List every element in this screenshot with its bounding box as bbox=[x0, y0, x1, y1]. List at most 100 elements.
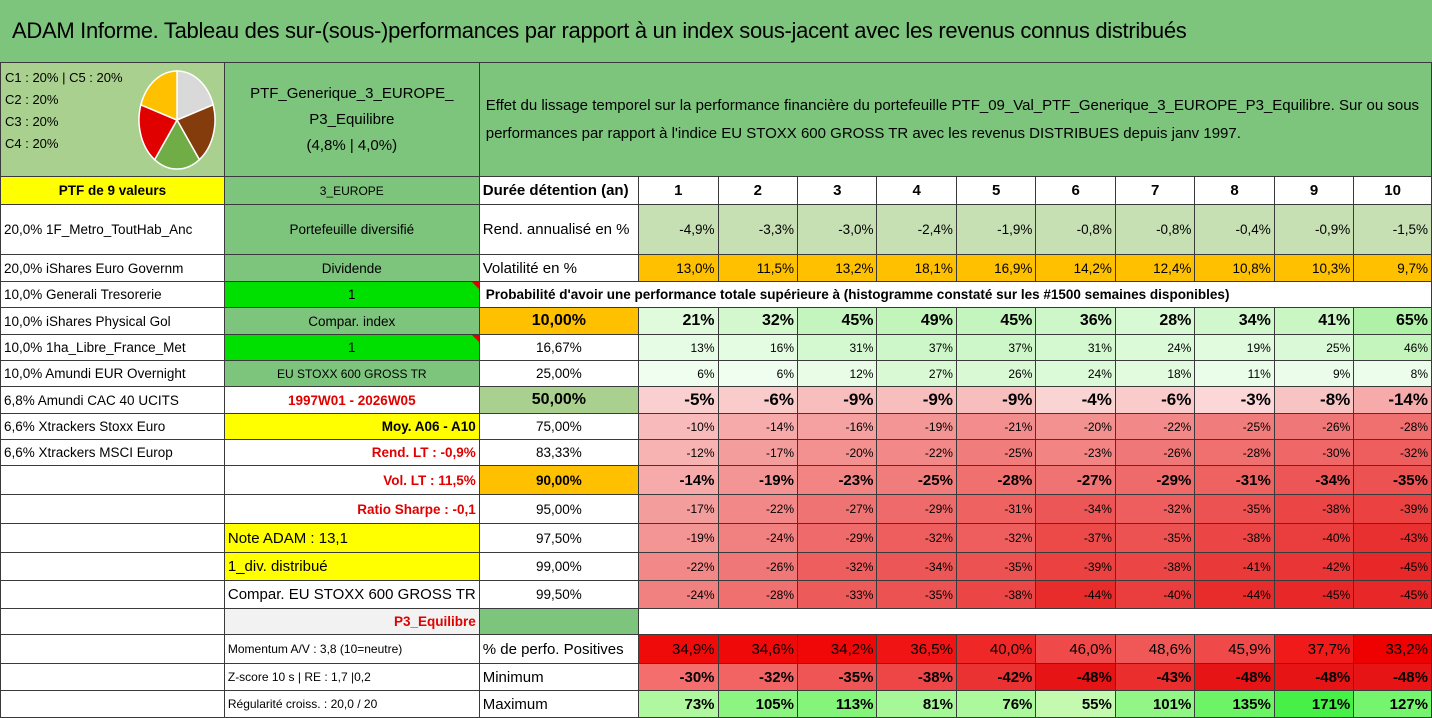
quantile-value: -14% bbox=[638, 465, 719, 495]
rend-6: -0,8% bbox=[1035, 204, 1116, 255]
quantile-value: 46% bbox=[1353, 334, 1432, 361]
max-9: 171% bbox=[1273, 690, 1355, 718]
vol-2: 11,5% bbox=[717, 254, 799, 282]
vol-1: 13,0% bbox=[638, 254, 719, 282]
quantile-label: 95,00% bbox=[478, 494, 640, 524]
quantile-label: 99,50% bbox=[478, 580, 640, 609]
year-1: 1 bbox=[638, 176, 719, 205]
compar-index-input[interactable]: 1 bbox=[223, 334, 480, 361]
quantile-value: -14% bbox=[717, 413, 799, 440]
quantile-value: -26% bbox=[1114, 439, 1196, 466]
compar-index-label: Compar. index bbox=[223, 307, 480, 335]
quantile-value: -40% bbox=[1273, 523, 1355, 553]
quantile-value: -23% bbox=[1035, 439, 1116, 466]
quantile-value: -34% bbox=[1273, 465, 1355, 495]
min-4: -38% bbox=[876, 663, 957, 691]
empty-cell bbox=[0, 634, 225, 664]
quantile-value: -33% bbox=[796, 580, 878, 609]
vol-label: Volatilité en % bbox=[478, 254, 640, 282]
quantile-value: 6% bbox=[638, 360, 719, 387]
holding-6: 10,0% Amundi EUR Overnight bbox=[0, 360, 225, 387]
empty-cell bbox=[0, 465, 225, 495]
rend-label: Rend. annualisé en % bbox=[478, 204, 640, 255]
empty-cell bbox=[0, 663, 225, 691]
year-4: 4 bbox=[876, 176, 957, 205]
quantile-value: -41% bbox=[1194, 552, 1275, 581]
quantile-value: -38% bbox=[955, 580, 1037, 609]
max-4: 81% bbox=[876, 690, 957, 718]
holding-1: 20,0% 1F_Metro_ToutHab_Anc bbox=[0, 204, 225, 255]
performance-grid: C1 : 20% | C5 : 20% C2 : 20% C3 : 20% C4… bbox=[0, 62, 1432, 718]
pie-slice bbox=[176, 70, 215, 122]
quantile-value: -29% bbox=[796, 523, 878, 553]
quantile-value: -35% bbox=[955, 552, 1037, 581]
quantile-value: -9% bbox=[876, 386, 957, 414]
quantile-label: 83,33% bbox=[478, 439, 640, 466]
legend-line-2: C2 : 20% bbox=[5, 92, 59, 107]
pos-1: 34,9% bbox=[638, 634, 719, 664]
quantile-value: -26% bbox=[717, 552, 799, 581]
rend-3: -3,0% bbox=[796, 204, 878, 255]
quantile-value: 19% bbox=[1194, 334, 1275, 361]
quantile-value: -20% bbox=[1035, 413, 1116, 440]
max-2: 105% bbox=[717, 690, 799, 718]
quantile-value: -42% bbox=[1273, 552, 1355, 581]
quantile-value: -38% bbox=[1194, 523, 1275, 553]
min-2: -32% bbox=[717, 663, 799, 691]
quantile-value: 24% bbox=[1035, 360, 1116, 387]
rend-lt: Rend. LT : -0,9% bbox=[223, 439, 480, 466]
empty-cell bbox=[0, 523, 225, 553]
holding-7: 6,8% Amundi CAC 40 UCITS bbox=[0, 386, 225, 414]
quantile-value: -16% bbox=[796, 413, 878, 440]
year-10: 10 bbox=[1353, 176, 1432, 205]
min-10: -48% bbox=[1353, 663, 1432, 691]
quantile-value: -39% bbox=[1035, 552, 1116, 581]
moy-label: Moy. A06 - A10 bbox=[223, 413, 480, 440]
dividend-input[interactable]: 1 bbox=[223, 281, 480, 308]
quantile-value: 45% bbox=[796, 307, 878, 335]
quantile-value: -19% bbox=[717, 465, 799, 495]
quantile-value: -22% bbox=[1114, 413, 1196, 440]
quantile-value: 25% bbox=[1273, 334, 1355, 361]
momentum: Momentum A/V : 3,8 (10=neutre) bbox=[223, 634, 480, 664]
quantile-value: -17% bbox=[717, 439, 799, 466]
quantile-label: 16,67% bbox=[478, 334, 640, 361]
quantile-value: -45% bbox=[1353, 580, 1432, 609]
quantile-value: -35% bbox=[876, 580, 957, 609]
quantile-value: -35% bbox=[1114, 523, 1196, 553]
quantile-value: 24% bbox=[1114, 334, 1196, 361]
index-name: EU STOXX 600 GROSS TR bbox=[223, 360, 480, 387]
quantile-label: 50,00% bbox=[478, 386, 640, 414]
quantile-label: 10,00% bbox=[478, 307, 640, 335]
pie-slice bbox=[139, 70, 178, 122]
quantile-value: -32% bbox=[1114, 494, 1196, 524]
empty-cell bbox=[0, 580, 225, 609]
quantile-value: -9% bbox=[955, 386, 1037, 414]
quantile-value: -12% bbox=[638, 439, 719, 466]
pos-10: 33,2% bbox=[1353, 634, 1432, 664]
empty-cell bbox=[0, 608, 225, 635]
holding-2: 20,0% iShares Euro Governm bbox=[0, 254, 225, 282]
holding-8: 6,6% Xtrackers Stoxx Euro bbox=[0, 413, 225, 440]
pie-slice bbox=[175, 103, 216, 161]
regularite: Régularité croiss. : 20,0 / 20 bbox=[223, 690, 480, 718]
quantile-value: -44% bbox=[1035, 580, 1116, 609]
duration-label: Durée détention (an) bbox=[478, 176, 640, 205]
quantile-value: -35% bbox=[1353, 465, 1432, 495]
quantile-value: 11% bbox=[1194, 360, 1275, 387]
quantile-value: -28% bbox=[717, 580, 799, 609]
rend-5: -1,9% bbox=[955, 204, 1037, 255]
rend-1: -4,9% bbox=[638, 204, 719, 255]
quantile-label: 75,00% bbox=[478, 413, 640, 440]
pos-8: 45,9% bbox=[1194, 634, 1275, 664]
min-7: -43% bbox=[1114, 663, 1196, 691]
year-3: 3 bbox=[796, 176, 878, 205]
max-10: 127% bbox=[1353, 690, 1432, 718]
profile-label: P3_Equilibre bbox=[223, 608, 480, 635]
quantile-value: -45% bbox=[1353, 552, 1432, 581]
quantile-value: -25% bbox=[876, 465, 957, 495]
quantile-value: -6% bbox=[717, 386, 799, 414]
allocation-legend-cell: C1 : 20% | C5 : 20% C2 : 20% C3 : 20% C4… bbox=[0, 62, 225, 177]
allocation-pie-chart bbox=[138, 70, 216, 170]
pos-4: 36,5% bbox=[876, 634, 957, 664]
